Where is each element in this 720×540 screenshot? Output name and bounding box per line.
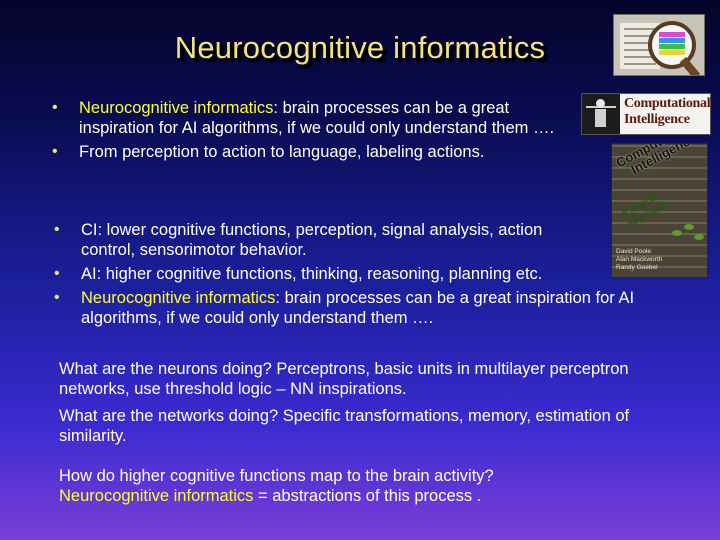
bullet-text: AI: higher cognitive functions, thinking… xyxy=(81,265,543,283)
bullet-item: • AI: higher cognitive functions, thinki… xyxy=(54,264,694,284)
higher-functions-paragraph: How do higher cognitive functions map to… xyxy=(59,466,669,506)
bullet-dot-icon: • xyxy=(52,143,58,160)
ci-book-cover-image: Computational Intelligence a logical app… xyxy=(611,143,708,278)
slide-title: Neurocognitive informatics xyxy=(174,30,546,65)
leaf-icon xyxy=(672,230,682,236)
magnifier-document-image xyxy=(613,14,705,76)
bullet-dot-icon: • xyxy=(52,99,58,116)
bullet-item: • CI: lower cognitive functions, percept… xyxy=(54,220,694,260)
bullet-dot-icon: • xyxy=(54,221,60,238)
highlight-term: Neurocognitive informatics xyxy=(79,99,274,117)
bullet-text: : brain processes can be a great inspira… xyxy=(81,289,635,327)
book-authors: David Poole Alan Mackworth Randy Goebel xyxy=(616,248,686,272)
paragraph-rest: = abstractions of this process . xyxy=(253,487,482,505)
book-author: David Poole xyxy=(616,248,652,255)
bullet-text: From perception to action to language, l… xyxy=(79,143,485,161)
computational-intelligence-logo: Computational Intelligence xyxy=(581,93,711,135)
neurons-paragraph: What are the neurons doing? Perceptrons,… xyxy=(59,360,629,398)
logo-text-line1: Computational xyxy=(624,96,711,111)
bullet-text: : brain processes can be a great inspira… xyxy=(79,99,555,137)
logo-text-line2: Intelligence xyxy=(624,112,690,127)
highlight-term: Neurocognitive informatics xyxy=(59,487,254,505)
magnifying-glass-icon xyxy=(648,21,696,69)
bullet-dot-icon: • xyxy=(54,265,60,282)
bottom-bullet-list: • CI: lower cognitive functions, percept… xyxy=(54,220,694,332)
logo-text: Computational Intelligence xyxy=(624,96,711,128)
leaf-icon xyxy=(694,234,704,240)
top-bullet-list: • Neurocognitive informatics: brain proc… xyxy=(52,98,562,166)
bullet-text: CI: lower cognitive functions, perceptio… xyxy=(81,221,543,259)
bullet-dot-icon: • xyxy=(54,289,60,306)
bullet-item: • Neurocognitive informatics: brain proc… xyxy=(52,98,562,138)
book-author: Randy Goebel xyxy=(616,264,658,271)
networks-paragraph: What are the networks doing? Specific tr… xyxy=(59,407,630,445)
bullet-item: • Neurocognitive informatics: brain proc… xyxy=(54,288,694,328)
highlight-term: Neurocognitive informatics xyxy=(81,289,276,307)
book-author: Alan Mackworth xyxy=(616,256,663,263)
vitruvian-figure-icon xyxy=(582,94,620,134)
leaf-icon xyxy=(684,224,694,230)
paragraph-line: How do higher cognitive functions map to… xyxy=(59,467,494,485)
bullet-item: • From perception to action to language,… xyxy=(52,142,562,162)
